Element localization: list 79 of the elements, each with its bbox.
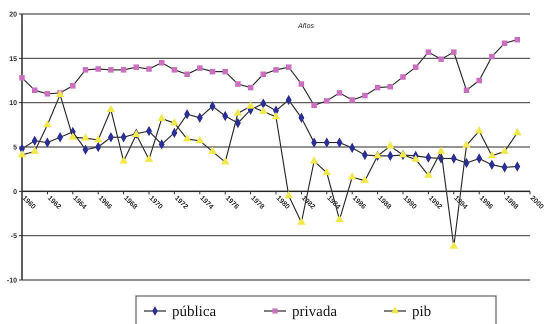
point: [94, 135, 102, 142]
point: [158, 60, 164, 66]
point: [208, 146, 217, 154]
point: [412, 64, 418, 70]
point: [248, 84, 254, 90]
point: [424, 170, 433, 178]
point: [108, 67, 114, 73]
point: [134, 64, 140, 70]
point: [18, 150, 26, 158]
point: [184, 72, 190, 78]
point: [514, 36, 520, 42]
point: [373, 151, 382, 158]
point: [476, 78, 482, 84]
point: [336, 90, 342, 96]
point: [235, 81, 241, 87]
point: [349, 97, 355, 103]
point: [32, 88, 38, 93]
point: [322, 168, 331, 176]
point: [44, 91, 50, 97]
point: [222, 68, 228, 74]
point: [272, 112, 280, 120]
point: [297, 218, 306, 225]
point: [310, 156, 318, 164]
point: [259, 106, 268, 114]
point: [158, 114, 166, 122]
point: [374, 84, 380, 90]
point: [362, 92, 368, 98]
point: [388, 84, 394, 90]
point: [170, 118, 179, 126]
point: [412, 154, 420, 162]
point: [260, 72, 266, 78]
point: [513, 128, 522, 136]
point: [398, 150, 408, 158]
point: [450, 242, 458, 249]
point: [426, 49, 432, 55]
point: [119, 156, 128, 164]
point: [146, 66, 152, 72]
point: [436, 146, 446, 154]
point: [464, 88, 470, 93]
point: [19, 75, 25, 81]
point: [348, 172, 356, 180]
point: [273, 67, 279, 73]
point: [68, 132, 77, 140]
point: [489, 54, 495, 60]
point: [172, 67, 178, 73]
point: [360, 176, 370, 184]
point: [475, 126, 484, 134]
point: [246, 101, 255, 109]
point: [196, 136, 204, 144]
point: [488, 151, 496, 158]
point: [298, 81, 304, 87]
point: [197, 65, 203, 71]
point: [221, 157, 230, 164]
point: [144, 154, 154, 162]
point: [234, 108, 242, 116]
legend-label: pib: [412, 304, 432, 320]
legend-label: pública: [172, 304, 216, 320]
point: [335, 214, 344, 222]
point: [210, 68, 216, 74]
legend-label: privada: [292, 304, 338, 320]
point: [120, 67, 126, 73]
point: [286, 64, 292, 70]
point: [30, 146, 39, 154]
point: [82, 67, 88, 73]
point: [95, 66, 101, 72]
point: [451, 49, 457, 55]
point: [311, 102, 317, 108]
point: [462, 140, 471, 148]
point: [502, 40, 508, 46]
point: [81, 133, 90, 141]
point: [70, 83, 76, 89]
point: [43, 120, 52, 128]
point: [438, 56, 444, 62]
point: [106, 104, 116, 112]
point: [324, 98, 330, 104]
point: [182, 134, 192, 142]
point: [386, 141, 394, 149]
point: [500, 146, 509, 154]
point: [400, 74, 406, 80]
